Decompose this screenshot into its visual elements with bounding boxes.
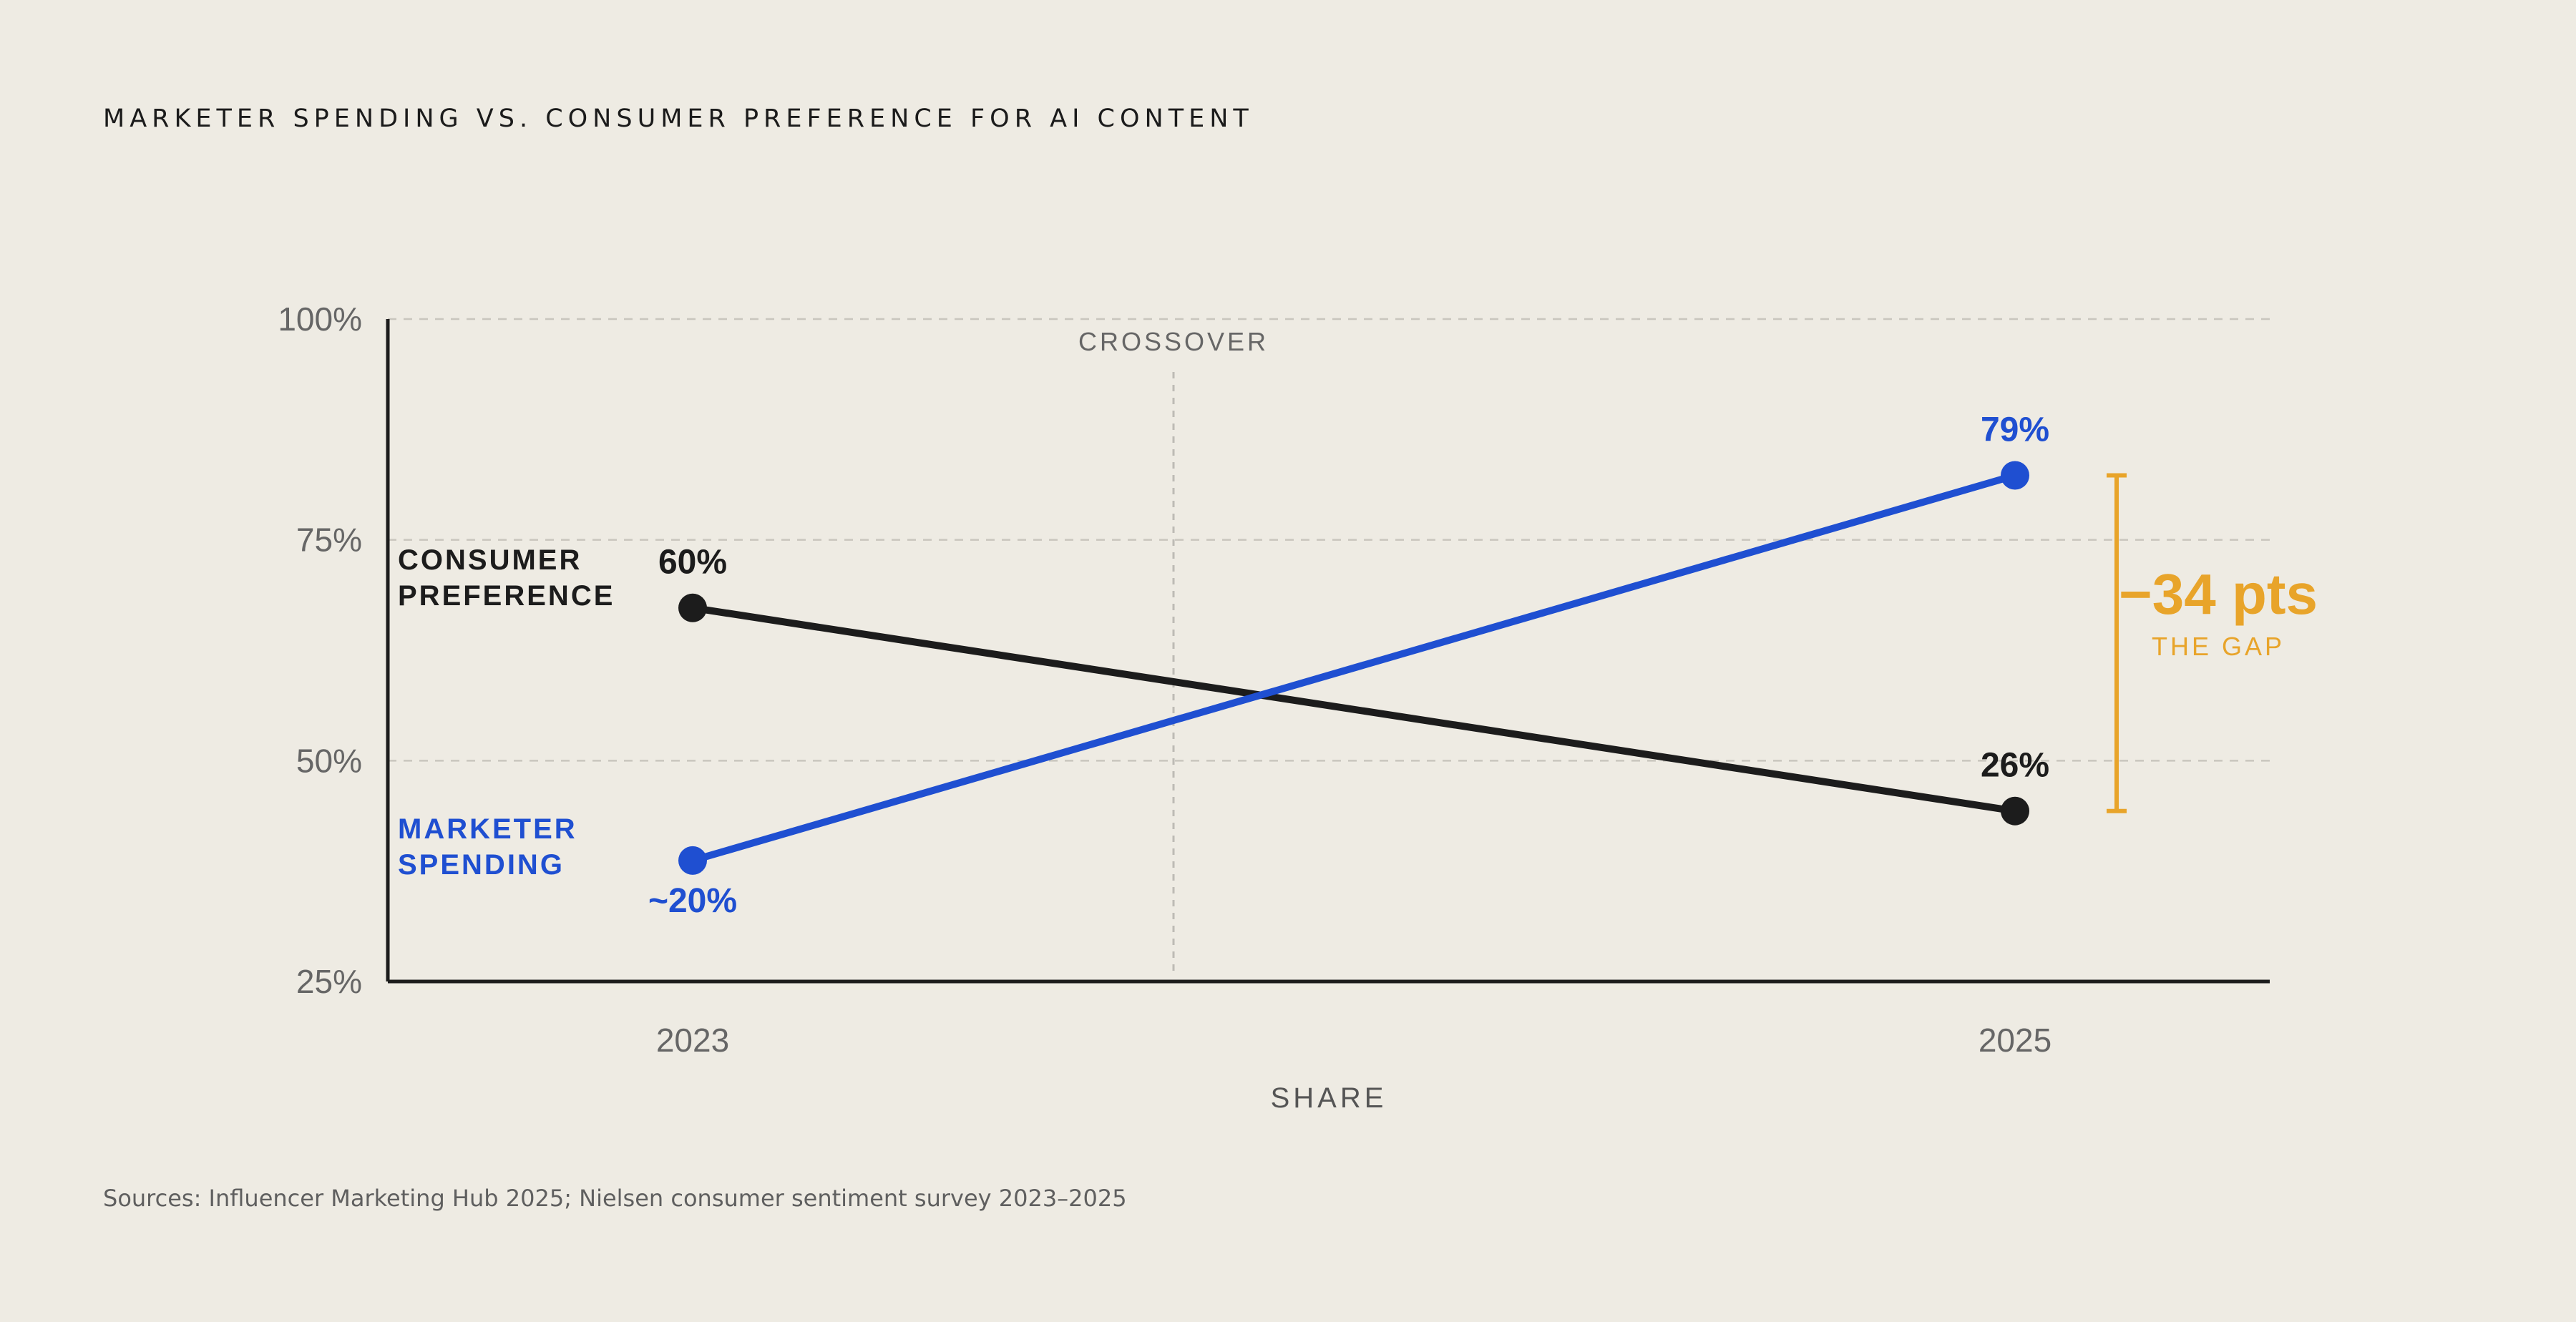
- y-tick-labels: 100% 75% 50% 25%: [278, 300, 362, 1000]
- crossover-label: CROSSOVER: [1078, 327, 1269, 356]
- series-name-label: PREFERENCE: [398, 580, 615, 612]
- y-tick-label: 100%: [278, 300, 362, 338]
- chart-title: MARKETER SPENDING VS. CONSUMER PREFERENC…: [103, 104, 1254, 133]
- series-name-label: CONSUMER: [398, 544, 582, 576]
- data-point: [678, 593, 707, 622]
- x-axis-title: SHARE: [1271, 1082, 1387, 1114]
- data-point: [2001, 796, 2029, 826]
- gap-annotation: −34 pts THE GAP: [2107, 473, 2318, 813]
- series-layer: 60% 26% CONSUMER PREFERENCE ~20% 79% MARKETER S…: [398, 411, 2049, 920]
- gap-label: THE GAP: [2152, 632, 2285, 661]
- gridlines: [388, 318, 2270, 762]
- series-name-label: SPENDING: [398, 849, 565, 881]
- series-line-consumer-preference: [689, 604, 2019, 815]
- data-point: [2001, 461, 2029, 490]
- data-label: 60%: [658, 544, 727, 582]
- source-note: Sources: Influencer Marketing Hub 2025; …: [103, 1185, 1127, 1212]
- series-name-label: MARKETER: [398, 813, 577, 845]
- data-label: ~20%: [648, 882, 737, 920]
- y-tick-label: 75%: [296, 522, 362, 559]
- y-tick-label: 25%: [296, 963, 362, 1000]
- y-tick-label: 50%: [296, 742, 362, 779]
- x-tick-label: 2025: [1979, 1022, 2051, 1059]
- data-point: [678, 846, 707, 875]
- x-tick-label: 2023: [656, 1022, 729, 1059]
- data-label: 26%: [1981, 747, 2049, 785]
- x-tick-labels: 2023 2025: [656, 1022, 2051, 1059]
- gap-value: −34 pts: [2119, 562, 2318, 626]
- series-line-marketer-spending: [689, 471, 2019, 864]
- data-label: 79%: [1981, 411, 2049, 449]
